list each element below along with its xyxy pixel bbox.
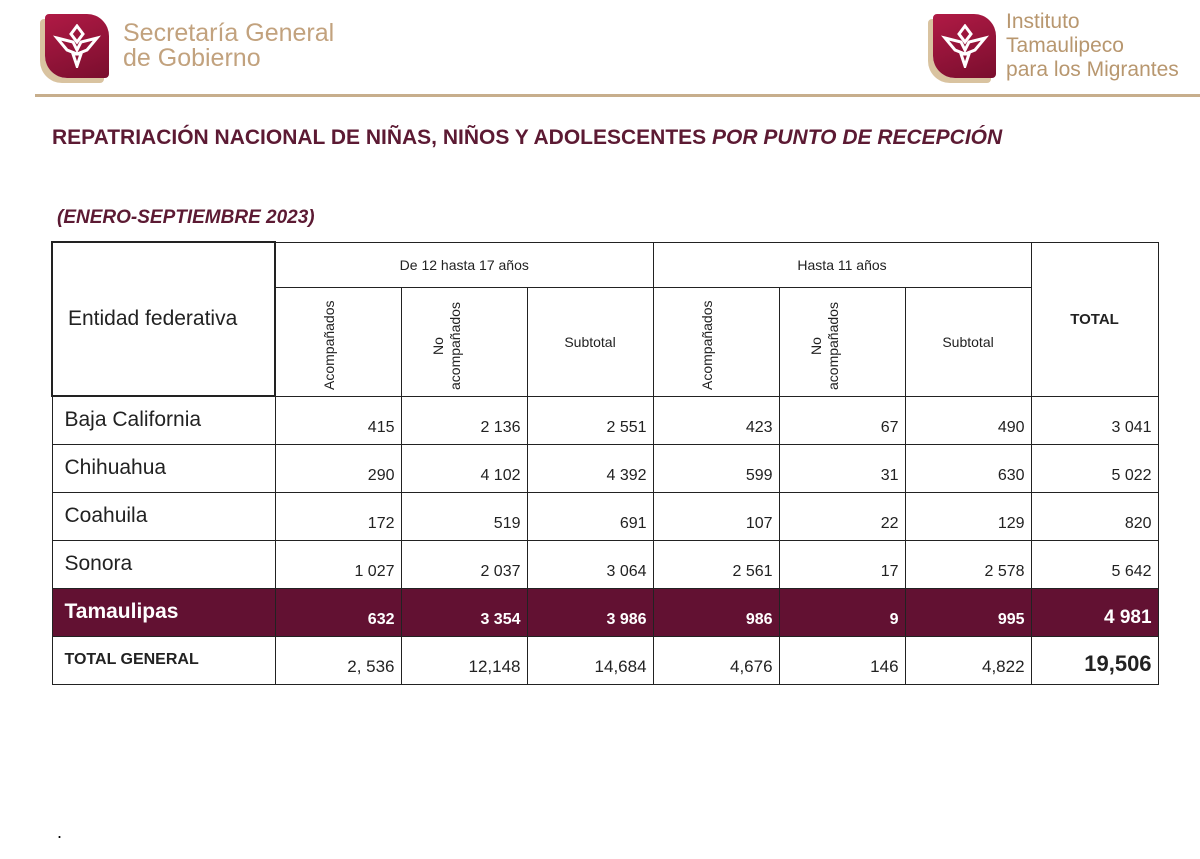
cell-value: 415 xyxy=(274,395,402,445)
cell-value: 2 578 xyxy=(904,539,1032,589)
cell-value: 4 102 xyxy=(400,443,528,493)
cell-value: 1 027 xyxy=(274,539,402,589)
entity-name: Sonora xyxy=(51,539,276,589)
cell-value: 2 037 xyxy=(400,539,528,589)
logo-text-line2: para los Migrantes xyxy=(1006,58,1179,81)
logo-emblem-icon xyxy=(933,14,997,78)
cell-value: 129 xyxy=(904,491,1032,541)
table-row: Tamaulipas 632 3 354 3 986 986 9 995 4 981 xyxy=(51,587,1159,637)
table-row: Baja California 415 2 136 2 551 423 67 490 3 04… xyxy=(51,395,1159,445)
footer-mark: . xyxy=(57,822,63,842)
cell-value: 986 xyxy=(652,587,780,637)
table-row: Sonora 1 027 2 037 3 064 2 561 17 2 578 5 642 xyxy=(51,539,1159,589)
cell-value: 22 xyxy=(778,491,906,541)
entity-name: TOTAL GENERAL xyxy=(51,635,276,685)
cell-value: 3 986 xyxy=(526,587,654,637)
col-no-acompanados: No acompañados xyxy=(808,301,842,390)
cell-value: 691 xyxy=(526,491,654,541)
secretaria-logo: Secretaría General de Gobierno xyxy=(45,14,334,78)
cell-value: 2, 536 xyxy=(274,635,402,685)
cell-value: 630 xyxy=(904,443,1032,493)
entity-name: Tamaulipas xyxy=(51,587,276,637)
col-subtotal: Subtotal xyxy=(904,286,1032,397)
entity-name: Coahuila xyxy=(51,491,276,541)
cell-value: 4,822 xyxy=(904,635,1032,685)
col-no-acompanados: No acompañados xyxy=(430,301,463,390)
entity-name: Baja California xyxy=(51,395,276,445)
cell-value: 3 354 xyxy=(400,587,528,637)
page-title: REPATRIACIÓN NACIONAL DE NIÑAS, NIÑOS Y … xyxy=(52,126,1003,149)
table-row: Chihuahua 290 4 102 4 392 599 31 630 5 022 xyxy=(51,443,1159,493)
col-subtotal: Subtotal xyxy=(526,286,654,397)
period-label: (ENERO-SEPTIEMBRE 2023) xyxy=(57,207,315,228)
cell-value: 5 642 xyxy=(1030,539,1159,589)
cell-value: 2 561 xyxy=(652,539,780,589)
cell-value: 2 136 xyxy=(400,395,528,445)
entity-name: Chihuahua xyxy=(51,443,276,493)
cell-value: 995 xyxy=(904,587,1032,637)
cell-value: 19,506 xyxy=(1030,635,1159,685)
cell-value: 67 xyxy=(778,395,906,445)
cell-value: 3 064 xyxy=(526,539,654,589)
cell-value: 2 551 xyxy=(526,395,654,445)
col-acompanados: Acompañados xyxy=(321,299,338,390)
table-row: Coahuila 172 519 691 107 22 129 820 xyxy=(51,491,1159,541)
cell-value: 31 xyxy=(778,443,906,493)
cell-value: 820 xyxy=(1030,491,1159,541)
group-header-0-11: Hasta 11 años xyxy=(652,241,1032,288)
cell-value: 14,684 xyxy=(526,635,654,685)
header-divider xyxy=(35,94,1200,97)
table-row: TOTAL GENERAL 2, 536 12,148 14,684 4,676 146 4… xyxy=(51,635,1159,685)
cell-value: 490 xyxy=(904,395,1032,445)
group-header-12-17: De 12 hasta 17 años xyxy=(274,241,654,288)
cell-value: 632 xyxy=(274,587,402,637)
cell-value: 3 041 xyxy=(1030,395,1159,445)
logo-text-line2: de Gobierno xyxy=(123,44,261,72)
cell-value: 12,148 xyxy=(400,635,528,685)
cell-value: 17 xyxy=(778,539,906,589)
cell-value: 146 xyxy=(778,635,906,685)
logo-emblem-icon xyxy=(45,14,109,78)
entity-header: Entidad federativa xyxy=(51,241,276,397)
cell-value: 519 xyxy=(400,491,528,541)
cell-value: 423 xyxy=(652,395,780,445)
logo-text-line1: Instituto Tamaulipeco xyxy=(1006,10,1124,57)
logo-text-line1: Secretaría General xyxy=(123,19,335,47)
cell-value: 107 xyxy=(652,491,780,541)
cell-value: 172 xyxy=(274,491,402,541)
total-header: TOTAL xyxy=(1030,241,1159,397)
cell-value: 4 981 xyxy=(1030,587,1159,637)
cell-value: 4 392 xyxy=(526,443,654,493)
cell-value: 9 xyxy=(778,587,906,637)
cell-value: 599 xyxy=(652,443,780,493)
cell-value: 5 022 xyxy=(1030,443,1159,493)
cell-value: 4,676 xyxy=(652,635,780,685)
col-acompanados: Acompañados xyxy=(699,299,716,390)
instituto-logo: Instituto Tamaulipeco para los Migrantes xyxy=(933,10,1200,82)
repatriation-table: Entidad federativa De 12 hasta 17 años H… xyxy=(51,241,1159,685)
cell-value: 290 xyxy=(274,443,402,493)
